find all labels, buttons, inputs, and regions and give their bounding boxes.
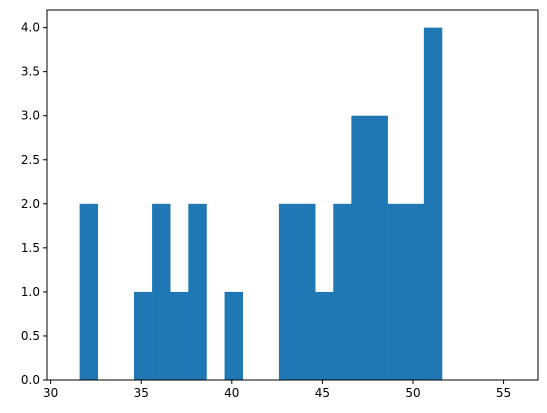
y-tick-label: 0.5 xyxy=(21,329,40,343)
y-tick-label: 0.0 xyxy=(21,373,40,387)
x-tick-label: 30 xyxy=(43,386,58,400)
histogram-bar-19 xyxy=(423,27,443,381)
histogram-bar-11 xyxy=(278,203,298,380)
plot-frame xyxy=(46,9,539,381)
x-tick-label: 35 xyxy=(134,386,149,400)
axes-group: 30 35 40 45 50 55 0.0 0.5 1.0 1.5 2.0 2.5 3.0 3.5 4.0 xyxy=(21,9,539,400)
x-tick-label: 55 xyxy=(496,386,511,400)
y-tick-label: 2.5 xyxy=(21,153,40,167)
histogram-bar-0 xyxy=(79,203,99,380)
x-tick-label: 40 xyxy=(224,386,239,400)
histogram-bar-3 xyxy=(133,291,153,380)
histogram-bar-5 xyxy=(170,291,189,380)
histogram-bar-8 xyxy=(224,291,243,380)
histogram-bar-15 xyxy=(351,115,370,381)
bars-group xyxy=(79,27,443,381)
y-tick-label: 4.0 xyxy=(21,21,40,35)
histogram-bar-17 xyxy=(387,203,407,380)
y-tick-label: 1.5 xyxy=(21,241,40,255)
y-tick-label: 3.5 xyxy=(21,65,40,79)
y-tick-label: 3.0 xyxy=(21,109,40,123)
x-tick-label: 50 xyxy=(405,386,420,400)
y-tick-label: 2.0 xyxy=(21,197,40,211)
histogram-bar-12 xyxy=(297,203,316,380)
histogram-bar-6 xyxy=(188,203,207,380)
histogram-bar-4 xyxy=(152,203,171,380)
histogram-bar-13 xyxy=(315,291,334,380)
histogram-bar-18 xyxy=(405,203,425,380)
histogram-bar-14 xyxy=(333,203,352,380)
x-tick-label: 45 xyxy=(315,386,330,400)
y-tick-label: 1.0 xyxy=(21,285,40,299)
histogram-bar-16 xyxy=(369,115,388,381)
